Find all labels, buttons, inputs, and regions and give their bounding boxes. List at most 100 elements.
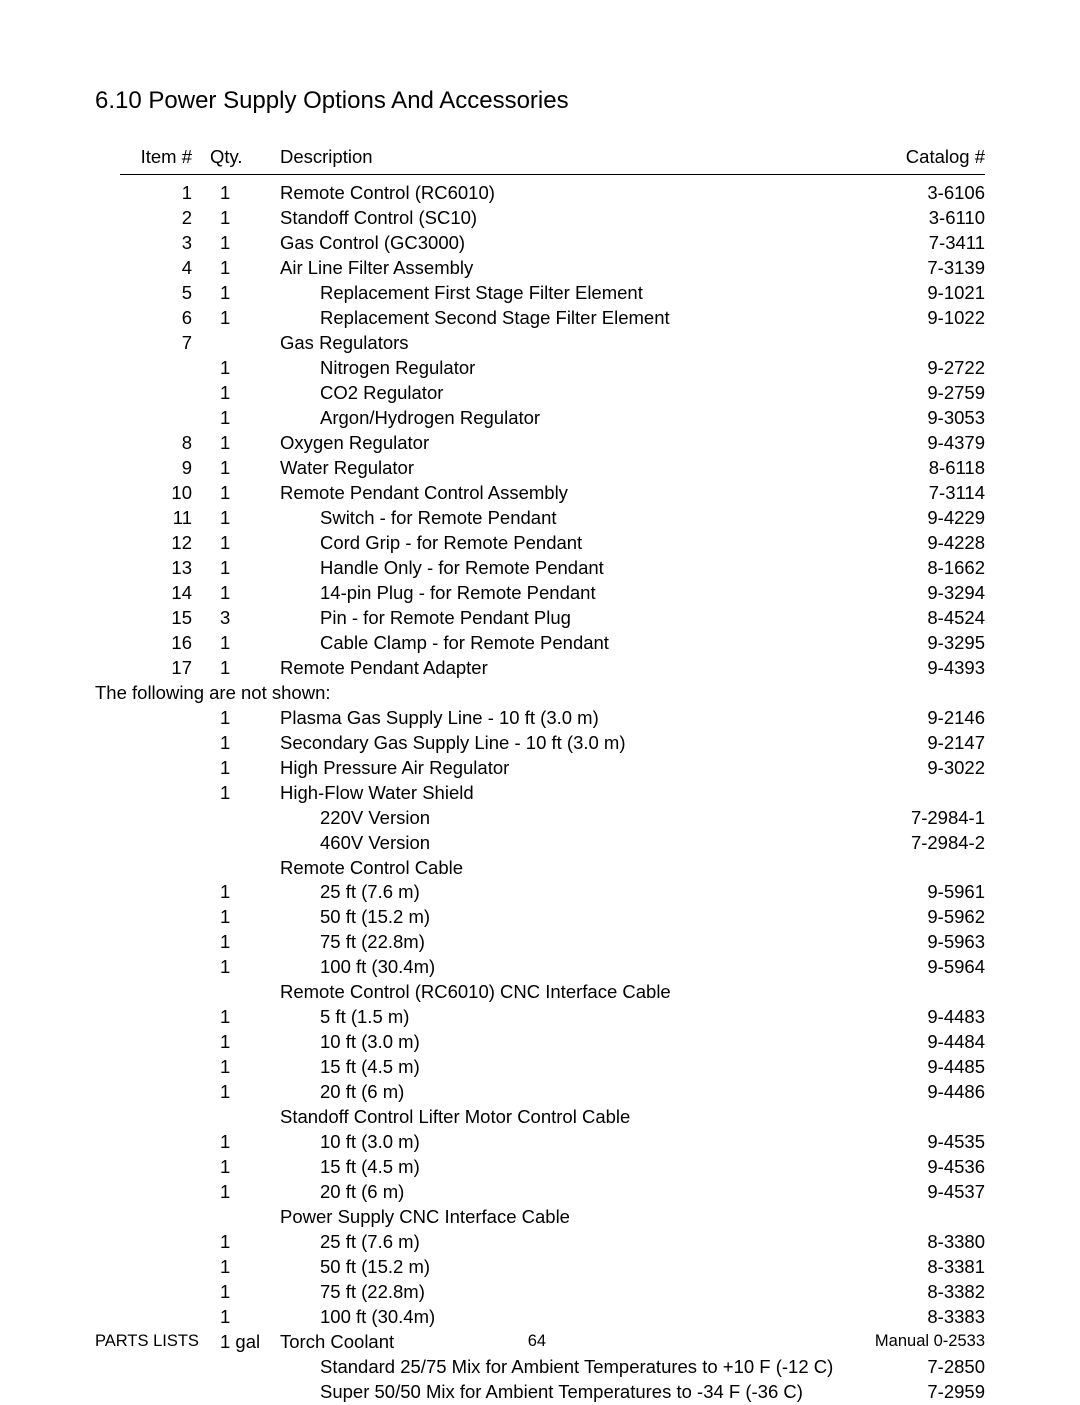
cell-item: 10 xyxy=(120,481,210,506)
table-row: 153Pin - for Remote Pendant Plug8-4524 xyxy=(120,606,985,631)
table-row: 120 ft (6 m)9-4537 xyxy=(120,1180,985,1205)
cell-desc: Oxygen Regulator xyxy=(280,431,860,456)
cell-cat: 9-5962 xyxy=(860,905,985,930)
cell-desc: Handle Only - for Remote Pendant xyxy=(280,556,860,581)
cell-cat: 9-2759 xyxy=(860,381,985,406)
cell-qty: 1 xyxy=(210,1055,280,1080)
cell-qty: 1 xyxy=(210,706,280,731)
cell-desc: 75 ft (22.8m) xyxy=(280,1280,860,1305)
cell-desc: High Pressure Air Regulator xyxy=(280,756,860,781)
table-row: 115 ft (4.5 m)9-4485 xyxy=(120,1055,985,1080)
cell-qty: 1 xyxy=(210,481,280,506)
header-qty: Qty. xyxy=(210,145,280,170)
cell-qty: 1 xyxy=(210,1255,280,1280)
cell-desc: Remote Control (RC6010) xyxy=(280,181,860,206)
cell-desc: 20 ft (6 m) xyxy=(280,1080,860,1105)
cell-desc: Cable Clamp - for Remote Pendant xyxy=(280,631,860,656)
cell-cat: 3-6110 xyxy=(860,206,985,231)
cell-cat: 7-3411 xyxy=(860,231,985,256)
table-row: 110 ft (3.0 m)9-4484 xyxy=(120,1030,985,1055)
table-row: 7Gas Regulators xyxy=(120,331,985,356)
table-body: 11Remote Control (RC6010)3-610621Standof… xyxy=(95,181,985,1404)
cell-cat: 9-4393 xyxy=(860,656,985,681)
table-row: 21Standoff Control (SC10)3-6110 xyxy=(120,206,985,231)
cell-cat: 9-1022 xyxy=(860,306,985,331)
cell-cat: 9-5963 xyxy=(860,930,985,955)
cell-desc: High-Flow Water Shield xyxy=(280,781,860,806)
cell-qty: 1 xyxy=(210,905,280,930)
cell-cat: 7-3114 xyxy=(860,481,985,506)
cell-cat: 9-4229 xyxy=(860,506,985,531)
table-row: 175 ft (22.8m)9-5963 xyxy=(120,930,985,955)
cell-cat: 9-4483 xyxy=(860,1005,985,1030)
cell-item: 4 xyxy=(120,256,210,281)
cell-cat: 8-3382 xyxy=(860,1280,985,1305)
table-row: 120 ft (6 m)9-4486 xyxy=(120,1080,985,1105)
cell-desc: Switch - for Remote Pendant xyxy=(280,506,860,531)
cell-qty: 1 xyxy=(210,556,280,581)
table-row: 110 ft (3.0 m)9-4535 xyxy=(120,1130,985,1155)
cell-cat: 9-1021 xyxy=(860,281,985,306)
cell-cat: 7-2984-1 xyxy=(860,806,985,831)
cell-item: 12 xyxy=(120,531,210,556)
page-footer: PARTS LISTS 64 Manual 0-2533 xyxy=(95,1330,985,1352)
cell-desc: Gas Control (GC3000) xyxy=(280,231,860,256)
cell-cat: 9-5961 xyxy=(860,880,985,905)
cell-item: 1 xyxy=(120,181,210,206)
cell-desc: Argon/Hydrogen Regulator xyxy=(280,406,860,431)
cell-desc: Gas Regulators xyxy=(280,331,860,356)
cell-cat: 8-3383 xyxy=(860,1305,985,1330)
table-row: 81Oxygen Regulator9-4379 xyxy=(120,431,985,456)
cell-qty: 1 xyxy=(210,756,280,781)
cell-desc: Replacement First Stage Filter Element xyxy=(280,281,860,306)
cell-qty: 1 xyxy=(210,231,280,256)
cell-desc: Replacement Second Stage Filter Element xyxy=(280,306,860,331)
cell-desc: 25 ft (7.6 m) xyxy=(280,880,860,905)
header-item: Item # xyxy=(120,145,210,170)
cell-desc: 15 ft (4.5 m) xyxy=(280,1155,860,1180)
cell-cat: 9-3294 xyxy=(860,581,985,606)
cell-desc: Standard 25/75 Mix for Ambient Temperatu… xyxy=(280,1355,860,1380)
table-row: 175 ft (22.8m)8-3382 xyxy=(120,1280,985,1305)
note-row: The following are not shown: xyxy=(95,681,985,706)
cell-cat: 8-6118 xyxy=(860,456,985,481)
cell-qty: 1 xyxy=(210,1180,280,1205)
cell-qty: 1 xyxy=(210,656,280,681)
cell-desc: Standoff Control (SC10) xyxy=(280,206,860,231)
table-row: 171Remote Pendant Adapter9-4393 xyxy=(120,656,985,681)
cell-desc: 25 ft (7.6 m) xyxy=(280,1230,860,1255)
cell-item: 17 xyxy=(120,656,210,681)
cell-desc: 5 ft (1.5 m) xyxy=(280,1005,860,1030)
cell-cat: 9-2722 xyxy=(860,356,985,381)
table-row: 31Gas Control (GC3000)7-3411 xyxy=(120,231,985,256)
cell-desc: 14-pin Plug - for Remote Pendant xyxy=(280,581,860,606)
cell-desc: Air Line Filter Assembly xyxy=(280,256,860,281)
header-desc: Description xyxy=(280,145,860,170)
cell-cat: 7-3139 xyxy=(860,256,985,281)
cell-qty: 1 xyxy=(210,731,280,756)
cell-qty: 1 xyxy=(210,955,280,980)
cell-qty: 3 xyxy=(210,606,280,631)
table-row: 150 ft (15.2 m)9-5962 xyxy=(120,905,985,930)
section-title: 6.10 Power Supply Options And Accessorie… xyxy=(95,85,985,117)
cell-desc: Water Regulator xyxy=(280,456,860,481)
cell-item: 15 xyxy=(120,606,210,631)
cell-qty: 1 xyxy=(210,256,280,281)
table-row: 220V Version7-2984-1 xyxy=(120,806,985,831)
table-row: 1CO2 Regulator9-2759 xyxy=(120,381,985,406)
cell-desc: Remote Pendant Adapter xyxy=(280,656,860,681)
cell-cat: 9-5964 xyxy=(860,955,985,980)
cell-qty: 1 xyxy=(210,581,280,606)
cell-qty: 1 xyxy=(210,1155,280,1180)
cell-item: 11 xyxy=(120,506,210,531)
cell-cat: 8-1662 xyxy=(860,556,985,581)
table-row: 1Plasma Gas Supply Line - 10 ft (3.0 m)9… xyxy=(120,706,985,731)
footer-center: 64 xyxy=(528,1330,546,1352)
cell-cat: 3-6106 xyxy=(860,181,985,206)
cell-item: 14 xyxy=(120,581,210,606)
table-row: 125 ft (7.6 m)8-3380 xyxy=(120,1230,985,1255)
cell-cat: 9-3022 xyxy=(860,756,985,781)
cell-cat: 9-4537 xyxy=(860,1180,985,1205)
cell-qty: 1 xyxy=(210,930,280,955)
cell-cat: 9-3295 xyxy=(860,631,985,656)
